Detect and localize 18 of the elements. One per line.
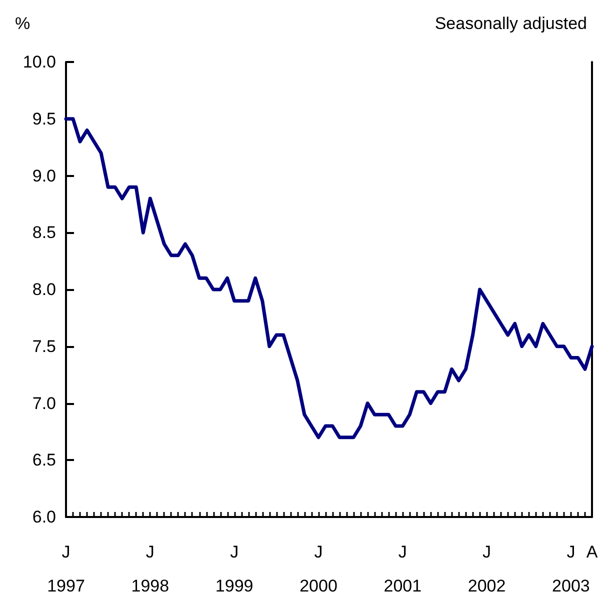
y-axis-title: % [15,14,30,33]
y-tick-label: 7.0 [32,394,56,413]
y-tick-label: 8.5 [32,223,56,242]
x-tick-label: J 2002 [468,542,506,596]
y-tick-label: 6.5 [32,450,56,470]
y-tick-label: 9.5 [32,109,56,128]
x-tick-label: J 1998 [131,542,170,596]
y-tick-label: 6.0 [32,508,56,526]
y-tick-label: 9.0 [32,166,56,186]
y-tick-label: 8.0 [32,280,56,299]
y-tick-label: 7.5 [32,336,56,356]
y-tick-label: 10.0 [22,52,56,72]
x-tick-label: J 1999 [215,542,254,596]
x-tick-label: J 1997 [47,542,85,596]
chart-subtitle: Seasonally adjusted [434,14,588,33]
x-tick-label: J 2001 [384,542,422,596]
x-tick-label: J 2000 [300,542,338,596]
line-series [64,117,594,440]
